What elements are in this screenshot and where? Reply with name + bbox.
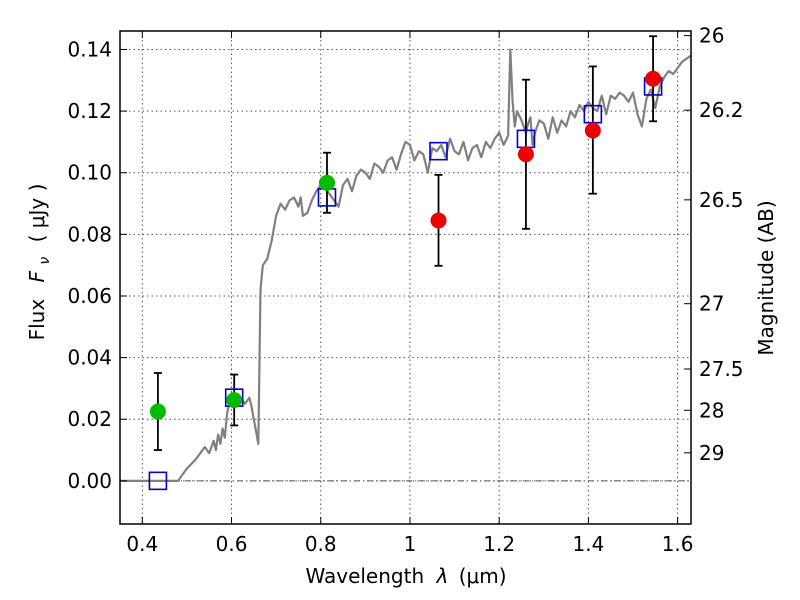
- error-bars-layer: [153, 35, 658, 451]
- y2-tick-label: 28: [699, 398, 724, 422]
- y-tick-label: 0.14: [67, 37, 112, 61]
- y2-tick-label: 27: [699, 292, 724, 316]
- observed-flux-point: [149, 403, 166, 420]
- y2-tick-label: 26.2: [699, 98, 744, 122]
- x-tick-label: 1.2: [483, 532, 515, 556]
- markers-layer: [148, 70, 663, 491]
- y-tick-label: 0.00: [67, 469, 112, 493]
- observed-flux-point: [226, 392, 243, 409]
- observed-flux-point: [584, 122, 601, 139]
- observed-flux-point: [645, 70, 662, 87]
- x-tick-label: 0.8: [305, 532, 337, 556]
- y-tick-label: 0.02: [67, 407, 112, 431]
- model-flux-square: [429, 141, 448, 161]
- x-axis-label-symbol: λ: [436, 564, 449, 588]
- y-tick-label: 0.08: [67, 222, 112, 246]
- x-tick-label: 1: [404, 532, 417, 556]
- y-axis-label: Flux F ν ( μJy ): [25, 184, 54, 341]
- model-sed-line: [120, 48, 692, 482]
- x-axis-label: Wavelength λ (μm): [305, 564, 506, 588]
- y-axis-label-unit: ( μJy ): [25, 184, 49, 243]
- x-tick-label: 1.4: [572, 532, 604, 556]
- y2-axis-label: Magnitude (AB): [754, 200, 778, 355]
- y2-tick-label: 26.5: [699, 188, 744, 212]
- y2-tick-label: 27.5: [699, 357, 744, 381]
- y-tick-label: 0.10: [67, 161, 112, 185]
- y2-tick-label: 26: [699, 24, 724, 48]
- x-tick-label: 0.4: [126, 532, 158, 556]
- observed-flux-point: [318, 174, 335, 191]
- y-tick-label: 0.04: [67, 346, 112, 370]
- y-axis-label-subscript: ν: [37, 257, 53, 265]
- x-tick-label: 1.6: [662, 532, 694, 556]
- y2-tick-label: 29: [699, 441, 724, 465]
- observed-flux-point: [430, 212, 447, 229]
- y-axis-label-symbol: F: [25, 270, 49, 282]
- x-axis-label-main: Wavelength: [305, 564, 424, 588]
- y-axis-label-main: Flux: [25, 299, 49, 341]
- y-tick-label: 0.06: [67, 284, 112, 308]
- x-axis-label-unit: (μm): [459, 564, 507, 588]
- y-tick-label: 0.12: [67, 99, 112, 123]
- ticks-layer: 0.4 0.6 0.8 1 1.2 1.4 1.6 0.00 0.02 0.04 0.06 0.08 0…: [67, 24, 743, 556]
- x-tick-label: 0.6: [216, 532, 248, 556]
- observed-flux-point: [517, 146, 534, 163]
- model-sed-layer: [120, 48, 692, 482]
- plot-frame: [119, 30, 692, 525]
- grid-lines: [120, 31, 691, 524]
- model-flux-square: [148, 471, 168, 491]
